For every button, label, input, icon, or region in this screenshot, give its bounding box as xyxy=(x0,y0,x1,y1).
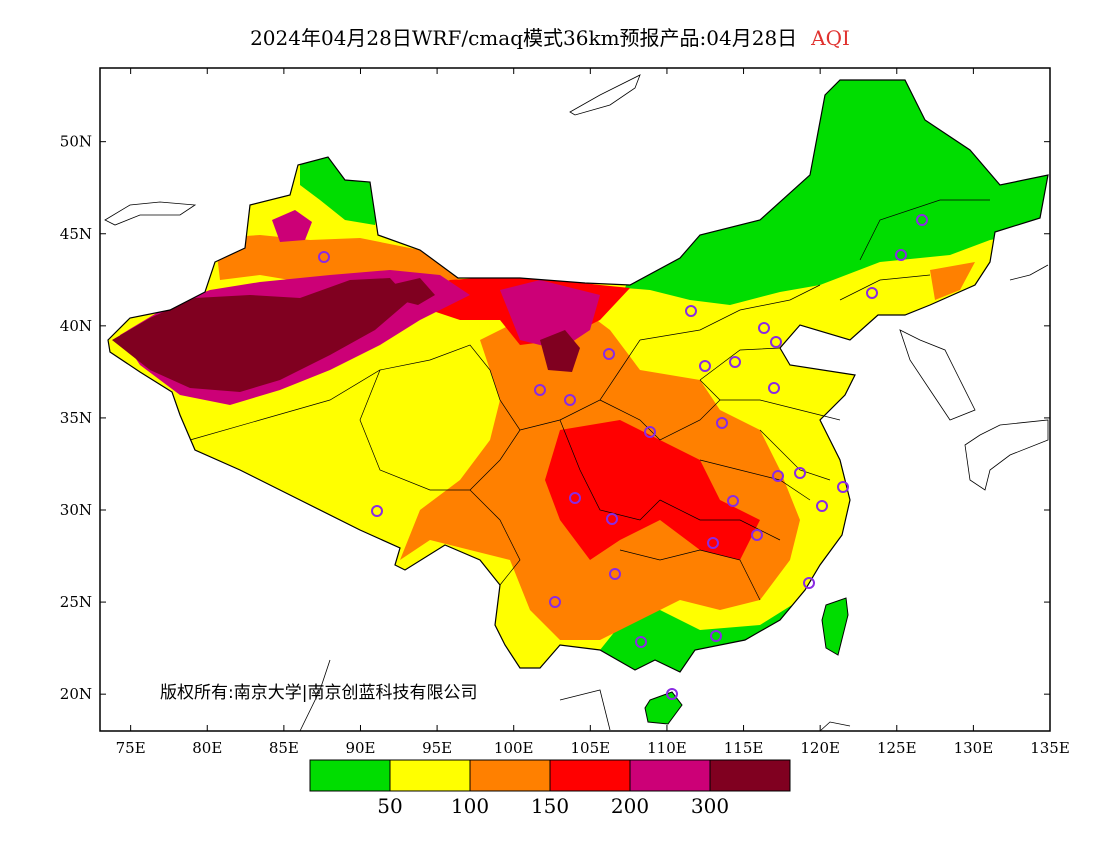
colorbar-swatch xyxy=(709,759,791,792)
aqi-zone-purple-dzungaria xyxy=(272,210,312,242)
city-marker xyxy=(758,322,770,334)
x-tick-label: 75E xyxy=(116,739,146,757)
map-title: 2024年04月28日WRF/cmaq模式36km预报产品:04月28日 AQI xyxy=(0,22,1100,51)
city-marker xyxy=(371,505,383,517)
city-marker xyxy=(644,426,656,438)
title-main: 2024年04月28日WRF/cmaq模式36km预报产品:04月28日 xyxy=(250,26,798,50)
x-tick-label: 80E xyxy=(192,739,222,757)
aqi-zone-orange-northeast xyxy=(930,262,975,300)
title-variable: AQI xyxy=(811,26,850,50)
y-tick-label: 40N xyxy=(60,317,92,335)
city-marker xyxy=(666,688,678,700)
aqi-zone-red-central xyxy=(545,420,760,560)
x-tick-label: 125E xyxy=(877,739,917,757)
taiwan-island xyxy=(821,597,849,656)
city-marker xyxy=(837,481,849,493)
x-tick-label: 130E xyxy=(954,739,994,757)
colorbar-swatch xyxy=(389,759,471,792)
city-marker xyxy=(699,360,711,372)
aqi-zone-purple-alxa xyxy=(500,280,600,350)
y-tick-label: 20N xyxy=(60,685,92,703)
city-marker xyxy=(866,287,878,299)
city-marker xyxy=(916,214,928,226)
colorbar-label: 200 xyxy=(611,794,649,818)
city-marker xyxy=(768,382,780,394)
city-marker xyxy=(794,467,806,479)
hainan-island xyxy=(644,691,683,725)
y-tick-label: 50N xyxy=(60,133,92,151)
city-marker xyxy=(318,251,330,263)
y-axis: 20N 25N 30N 35N 40N 45N 50N xyxy=(60,133,1050,703)
x-tick-label: 85E xyxy=(269,739,299,757)
aqi-zone-maroon-tarim xyxy=(112,278,410,392)
colorbar-label: 50 xyxy=(377,794,402,818)
x-tick-label: 110E xyxy=(647,739,687,757)
colorbar: 50 100 150 200 300 xyxy=(309,759,791,818)
city-marker xyxy=(816,500,828,512)
x-tick-label: 100E xyxy=(494,739,534,757)
city-marker xyxy=(716,417,728,429)
colorbar-label: 100 xyxy=(451,794,489,818)
colorbar-swatch xyxy=(549,759,631,792)
y-tick-label: 35N xyxy=(60,409,92,427)
china-border xyxy=(107,79,1049,673)
city-marker xyxy=(710,630,722,642)
x-axis: 75E 80E 85E 90E 95E 100E 105E 110E 115E 120E 125E 1… xyxy=(116,68,1070,757)
x-tick-label: 120E xyxy=(800,739,840,757)
city-marker xyxy=(606,513,618,525)
y-tick-label: 45N xyxy=(60,225,92,243)
city-marker xyxy=(635,636,647,648)
city-marker xyxy=(727,495,739,507)
y-tick-label: 25N xyxy=(60,593,92,611)
colorbar-label: 300 xyxy=(691,794,729,818)
city-marker xyxy=(569,492,581,504)
city-marker xyxy=(534,384,546,396)
x-tick-label: 115E xyxy=(724,739,764,757)
city-marker xyxy=(707,537,719,549)
city-marker xyxy=(549,596,561,608)
city-marker xyxy=(751,529,763,541)
colorbar-swatch xyxy=(629,759,711,792)
city-marker xyxy=(609,568,621,580)
aqi-zone-maroon-ordos xyxy=(540,330,580,372)
aqi-zone-maroon-turpan xyxy=(390,278,435,305)
city-marker xyxy=(895,249,907,261)
city-marker xyxy=(603,348,615,360)
x-tick-label: 105E xyxy=(571,739,611,757)
province-boundaries xyxy=(189,199,990,601)
neighbor-coastlines xyxy=(104,74,1049,732)
city-marker xyxy=(564,394,576,406)
colorbar-label: 150 xyxy=(531,794,569,818)
city-marker xyxy=(685,305,697,317)
x-tick-label: 90E xyxy=(345,739,375,757)
copyright-text: 版权所有:南京大学|南京创蓝科技有限公司 xyxy=(160,683,477,703)
y-tick-label: 30N xyxy=(60,501,92,519)
city-marker xyxy=(729,356,741,368)
city-marker xyxy=(772,470,784,482)
city-marker xyxy=(803,577,815,589)
x-tick-label: 95E xyxy=(422,739,452,757)
colorbar-swatch xyxy=(309,759,391,792)
city-marker xyxy=(770,336,782,348)
x-tick-label: 135E xyxy=(1030,739,1070,757)
colorbar-swatch xyxy=(469,759,551,792)
city-markers xyxy=(318,214,928,700)
